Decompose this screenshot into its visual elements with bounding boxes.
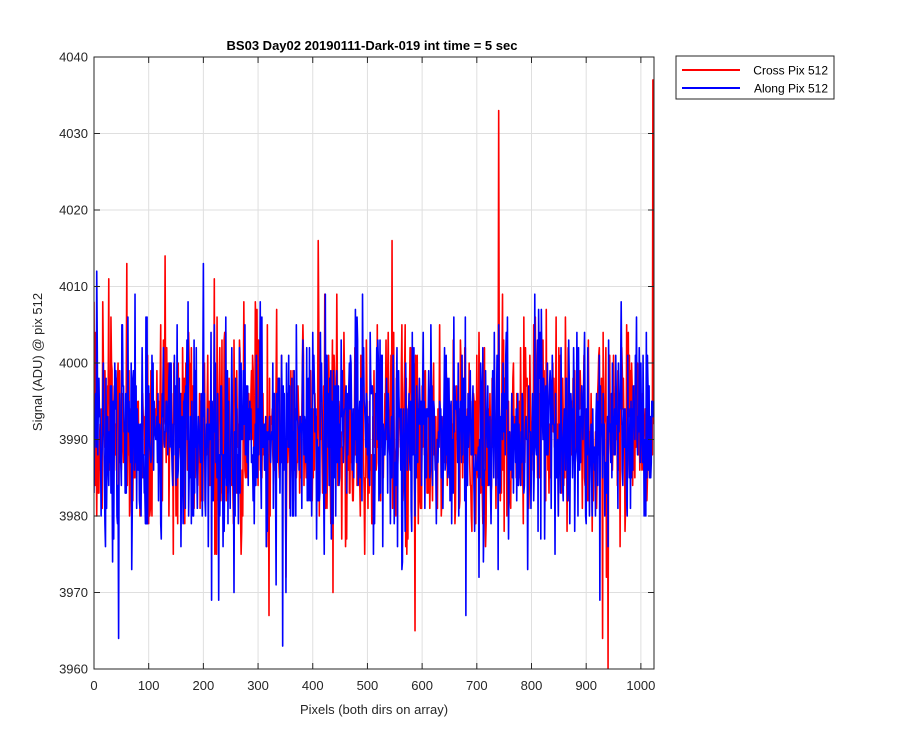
- y-tick-label: 3970: [59, 585, 88, 600]
- y-tick-label: 3980: [59, 509, 88, 524]
- x-tick-label: 800: [521, 678, 543, 693]
- y-tick-labels: 3960 3970 3980 3990 4000 4010 4020 4030 4040: [59, 50, 88, 677]
- y-axis-label: Signal (ADU) @ pix 512: [30, 293, 45, 431]
- axis-ticks: [93, 56, 654, 670]
- y-tick-label: 3990: [59, 432, 88, 447]
- x-tick-label: 200: [193, 678, 215, 693]
- legend: Cross Pix 512 Along Pix 512: [675, 55, 835, 100]
- y-tick-label: 4030: [59, 126, 88, 141]
- y-tick-label: 4040: [59, 50, 88, 65]
- x-tick-label: 100: [138, 678, 160, 693]
- x-tick-label: 300: [247, 678, 269, 693]
- chart-title: BS03 Day02 20190111-Dark-019 int time = …: [227, 38, 518, 53]
- x-tick-label: 400: [302, 678, 324, 693]
- x-axis-label: Pixels (both dirs on array): [300, 702, 448, 717]
- x-tick-label: 700: [466, 678, 488, 693]
- legend-label-cross: Cross Pix 512: [753, 64, 828, 78]
- y-tick-label: 3960: [59, 662, 88, 677]
- x-tick-label: 500: [357, 678, 379, 693]
- x-tick-label: 0: [90, 678, 97, 693]
- x-tick-label: 900: [575, 678, 597, 693]
- x-tick-label: 600: [411, 678, 433, 693]
- y-tick-label: 4020: [59, 203, 88, 218]
- series-line-along: [94, 262, 654, 647]
- x-tick-label: 1000: [626, 678, 655, 693]
- legend-label-along: Along Pix 512: [754, 82, 828, 96]
- series-layer: [94, 79, 654, 669]
- y-tick-label: 4010: [59, 279, 88, 294]
- y-tick-label: 4000: [59, 356, 88, 371]
- x-tick-labels: 0 100 200 300 400 500 600 700 800 900 1000: [90, 678, 655, 693]
- legend-box: [675, 55, 835, 100]
